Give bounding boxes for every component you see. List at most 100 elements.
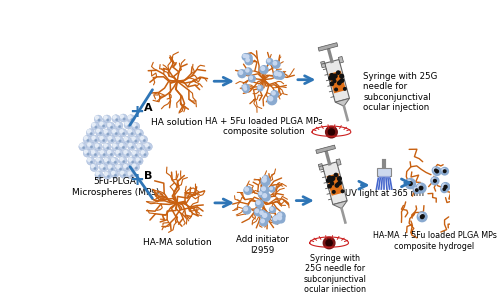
Circle shape	[407, 180, 411, 184]
Text: B: B	[144, 171, 152, 181]
Circle shape	[434, 169, 437, 171]
Circle shape	[328, 185, 332, 188]
Circle shape	[112, 128, 120, 137]
Polygon shape	[312, 126, 351, 136]
Circle shape	[131, 133, 133, 135]
Circle shape	[100, 161, 101, 163]
Circle shape	[136, 126, 138, 128]
Circle shape	[261, 219, 264, 223]
Circle shape	[328, 176, 332, 180]
Circle shape	[96, 144, 98, 147]
Circle shape	[263, 194, 266, 197]
Circle shape	[113, 144, 116, 147]
Circle shape	[420, 213, 423, 216]
Text: A: A	[144, 103, 152, 113]
Circle shape	[94, 154, 96, 156]
Circle shape	[246, 69, 249, 72]
Circle shape	[90, 150, 98, 158]
Circle shape	[108, 151, 110, 154]
Circle shape	[96, 158, 100, 161]
Text: +: +	[130, 171, 144, 189]
Circle shape	[94, 168, 96, 169]
Circle shape	[132, 146, 134, 148]
Circle shape	[107, 122, 115, 130]
Circle shape	[124, 137, 128, 140]
Circle shape	[331, 182, 334, 185]
Circle shape	[119, 154, 120, 155]
Circle shape	[84, 150, 87, 153]
Circle shape	[341, 190, 344, 192]
Circle shape	[116, 147, 117, 149]
Circle shape	[120, 170, 128, 178]
Circle shape	[98, 119, 100, 121]
Circle shape	[459, 174, 466, 181]
Circle shape	[277, 212, 285, 220]
Circle shape	[111, 168, 113, 170]
Circle shape	[406, 178, 415, 189]
Circle shape	[330, 177, 332, 180]
Circle shape	[91, 135, 99, 143]
Circle shape	[124, 165, 127, 168]
Circle shape	[261, 177, 270, 186]
Circle shape	[330, 180, 333, 182]
Circle shape	[278, 216, 281, 220]
Circle shape	[128, 172, 131, 175]
Circle shape	[458, 173, 466, 180]
Circle shape	[256, 201, 260, 204]
Circle shape	[128, 125, 130, 127]
Circle shape	[123, 161, 124, 163]
Circle shape	[100, 122, 103, 125]
Circle shape	[114, 174, 116, 176]
Circle shape	[112, 130, 116, 133]
Circle shape	[91, 165, 94, 168]
Circle shape	[245, 58, 252, 65]
Circle shape	[100, 150, 108, 158]
Circle shape	[104, 130, 107, 133]
Circle shape	[88, 143, 91, 146]
Circle shape	[132, 137, 135, 140]
Circle shape	[238, 70, 246, 78]
Circle shape	[336, 71, 340, 74]
Circle shape	[260, 66, 268, 74]
Circle shape	[442, 168, 445, 172]
Text: UV light at 365 nm: UV light at 365 nm	[344, 189, 424, 198]
Circle shape	[127, 115, 135, 123]
Circle shape	[260, 218, 268, 226]
Circle shape	[128, 130, 132, 133]
Circle shape	[338, 177, 342, 180]
Circle shape	[138, 145, 140, 147]
Circle shape	[268, 96, 274, 102]
Circle shape	[116, 119, 117, 121]
Circle shape	[96, 157, 104, 165]
Circle shape	[140, 137, 143, 140]
Circle shape	[271, 91, 278, 98]
Circle shape	[113, 116, 116, 119]
Circle shape	[244, 88, 246, 90]
Circle shape	[119, 140, 121, 142]
Circle shape	[444, 170, 446, 173]
Circle shape	[250, 77, 252, 79]
Circle shape	[442, 184, 446, 187]
Circle shape	[136, 158, 139, 161]
Circle shape	[87, 153, 89, 155]
FancyBboxPatch shape	[318, 164, 324, 170]
Circle shape	[131, 175, 132, 177]
Circle shape	[255, 209, 258, 213]
Circle shape	[408, 182, 412, 185]
Circle shape	[258, 86, 260, 88]
Circle shape	[120, 114, 128, 122]
Circle shape	[260, 186, 269, 194]
Circle shape	[332, 75, 335, 77]
Circle shape	[112, 143, 120, 151]
Circle shape	[243, 85, 246, 88]
Circle shape	[112, 115, 120, 123]
Circle shape	[140, 135, 147, 144]
Circle shape	[436, 170, 438, 173]
Circle shape	[140, 133, 141, 135]
Circle shape	[244, 54, 252, 62]
Circle shape	[99, 135, 107, 143]
Circle shape	[262, 187, 266, 191]
Circle shape	[442, 187, 444, 190]
Circle shape	[420, 215, 424, 218]
Circle shape	[79, 143, 87, 151]
